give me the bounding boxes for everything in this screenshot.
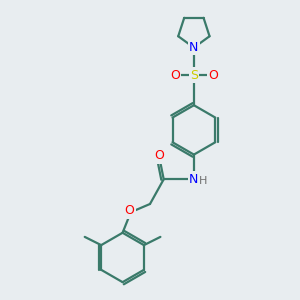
Text: S: S bbox=[190, 69, 198, 82]
Text: O: O bbox=[124, 204, 134, 217]
Text: H: H bbox=[199, 176, 208, 186]
Text: O: O bbox=[208, 69, 218, 82]
Text: O: O bbox=[155, 149, 164, 163]
Text: O: O bbox=[170, 69, 180, 82]
Text: N: N bbox=[189, 173, 199, 186]
Text: N: N bbox=[189, 41, 199, 54]
